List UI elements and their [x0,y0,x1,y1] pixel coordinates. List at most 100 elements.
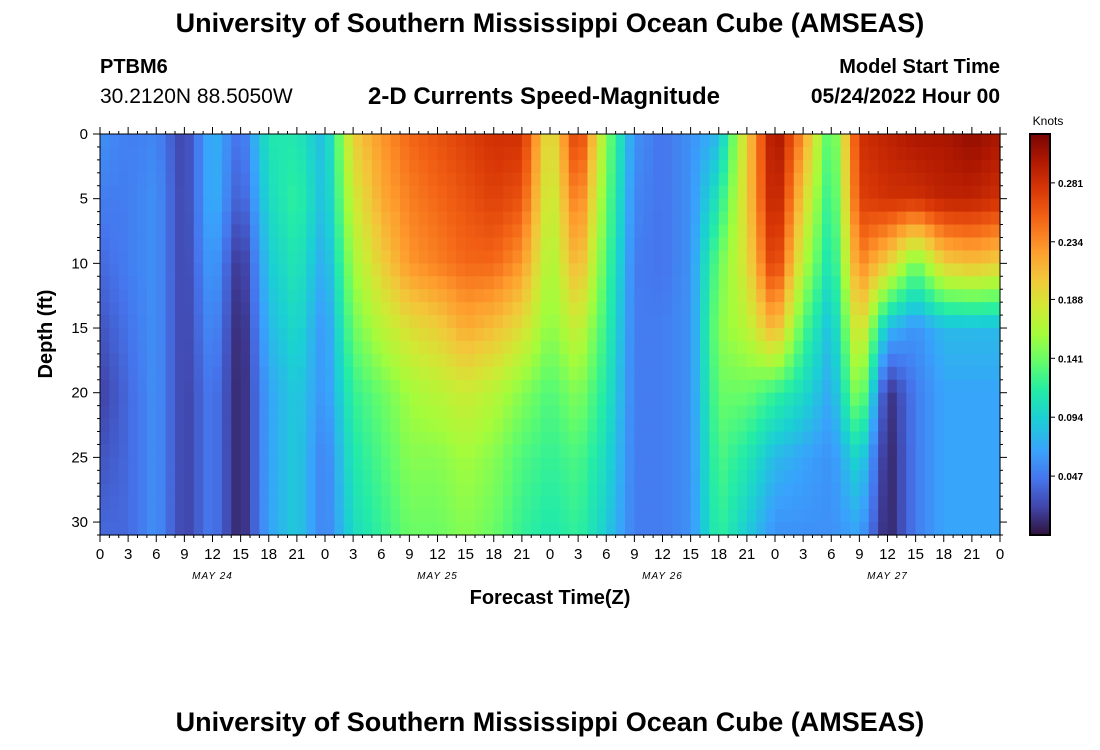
heatmap-cell [503,185,514,200]
heatmap-cell [446,302,457,316]
heatmap-cell [690,172,701,187]
heatmap-cell [850,276,860,290]
heatmap-cell [990,289,1001,303]
heatmap-cell [728,328,739,342]
heatmap-cell [793,418,804,433]
heatmap-cell [137,431,148,446]
heatmap-cell [493,522,504,536]
heatmap-cell [137,522,148,536]
heatmap-cell [362,224,373,239]
heatmap-cell [475,198,485,213]
heatmap-cell [953,328,964,342]
heatmap-cell [465,134,476,148]
heatmap-cell [840,405,851,420]
heatmap-cell [803,185,814,200]
heatmap-cell [925,289,935,303]
heatmap-cell [559,483,570,497]
heatmap-cell [681,302,692,316]
heatmap-cell [887,379,898,394]
heatmap-cell [793,392,804,407]
heatmap-cell [671,250,682,264]
heatmap-cell [587,263,598,277]
heatmap-cell [137,483,148,497]
heatmap-cell [821,392,832,407]
heatmap-cell [268,405,279,420]
heatmap-cell [803,328,814,342]
heatmap-cell [878,328,889,342]
heatmap-cell [615,172,626,187]
heatmap-cell [615,224,626,239]
heatmap-cell [568,237,579,252]
heatmap-cell [878,366,889,381]
heatmap-cell [578,302,589,316]
heatmap-cell [728,418,739,433]
heatmap-cell [812,159,823,174]
heatmap-cell [971,198,982,213]
heatmap-cell [353,366,364,381]
heatmap-cell [118,146,129,161]
heatmap-cell [212,289,223,303]
heatmap-cell [953,379,964,394]
heatmap-cell [437,185,448,200]
x-tick-label: 15 [457,546,474,563]
heatmap-cell [653,263,664,277]
x-tick-label: 6 [827,546,835,563]
heatmap-cell [259,457,270,471]
heatmap-cell [878,444,889,458]
heatmap-cell [990,315,1001,329]
heatmap-cell [981,522,992,536]
heatmap-cell [137,134,148,148]
heatmap-cell [578,483,589,497]
heatmap-cell [606,431,617,446]
heatmap-cell [803,315,814,329]
heatmap-cell [709,146,720,161]
heatmap-cell [418,302,429,316]
heatmap-cell [390,198,401,213]
heatmap-cell [859,315,870,329]
heatmap-cell [512,405,523,420]
heatmap-cell [578,159,589,174]
heatmap-cell [765,509,776,523]
heatmap-cell [625,353,635,368]
heatmap-cell [446,431,457,446]
heatmap-cell [840,146,851,161]
heatmap-cell [700,263,710,277]
heatmap-cell [390,289,401,303]
heatmap-cell [643,172,654,187]
heatmap-cell [165,315,176,329]
heatmap-cell [100,379,110,394]
heatmap-cell [353,353,364,368]
heatmap-cell [568,302,579,316]
heatmap-cell [887,172,898,187]
heatmap-cell [484,185,495,200]
heatmap-cell [728,405,739,420]
heatmap-cell [475,250,485,264]
heatmap-cell [568,366,579,381]
heatmap-cell [709,276,720,290]
heatmap-cell [859,431,870,446]
heatmap-cell [906,366,917,381]
heatmap-cell [250,470,260,484]
heatmap-cell [981,379,992,394]
heatmap-cell [381,405,392,420]
heatmap-cell [306,405,317,420]
heatmap-cell [784,340,795,355]
heatmap-cell [456,211,467,226]
heatmap-cell [775,457,785,471]
heatmap-cell [381,509,392,523]
heatmap-cell [381,457,392,471]
heatmap-cell [268,431,279,446]
heatmap-cell [775,431,785,446]
heatmap-cell [540,237,551,252]
heatmap-cell [803,392,814,407]
heatmap-cell [653,379,664,394]
heatmap-cell [493,444,504,458]
heatmap-cell [653,340,664,355]
heatmap-cell [250,392,260,407]
heatmap-cell [943,366,954,381]
heatmap-cell [325,237,335,252]
heatmap-cell [231,509,242,523]
heatmap-cell [165,302,176,316]
heatmap-cell [550,431,560,446]
heatmap-cell [803,172,814,187]
